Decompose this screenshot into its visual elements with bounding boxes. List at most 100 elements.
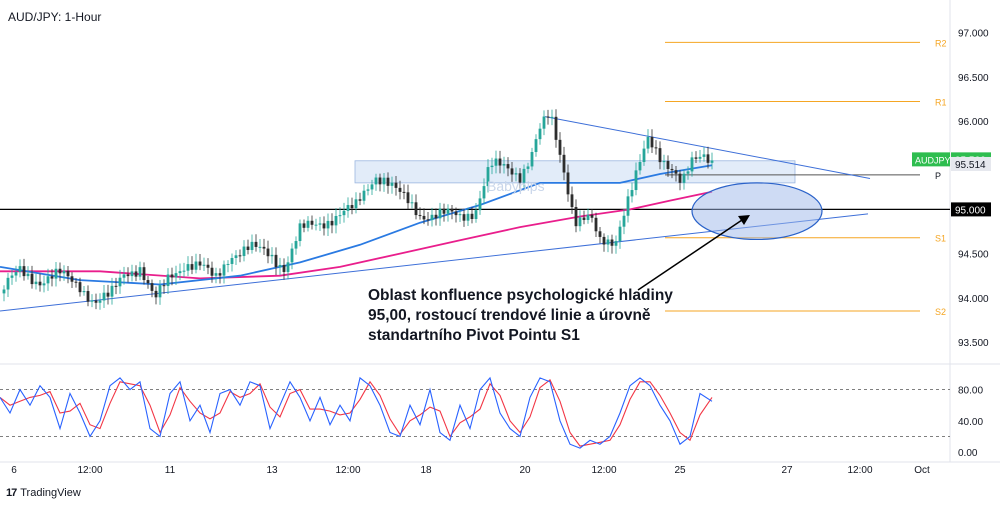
- candle-body: [658, 148, 662, 163]
- candle-body: [470, 213, 474, 220]
- candle-body: [442, 208, 446, 214]
- candle-body: [14, 271, 18, 276]
- candle-body: [478, 198, 482, 211]
- candle-body: [130, 271, 134, 277]
- candle-body: [222, 264, 226, 276]
- candle-body: [322, 223, 326, 229]
- time-tick-label: Oct: [914, 465, 930, 476]
- sma-value-badge-bg: [951, 156, 991, 171]
- candle-body: [650, 136, 654, 148]
- candle-body: [522, 168, 526, 183]
- candle-body: [702, 154, 706, 157]
- candle-body: [558, 139, 562, 155]
- candle-body: [394, 182, 398, 188]
- annotation-text: Oblast konfluence psychologické hladiny …: [368, 287, 673, 344]
- candle-body: [618, 226, 622, 242]
- level-95-badge-bg: [951, 202, 991, 217]
- candle-body: [42, 283, 46, 286]
- candle-body: [546, 116, 550, 118]
- candle-body: [510, 168, 514, 175]
- time-tick-label: 27: [781, 465, 793, 476]
- candle-body: [490, 165, 494, 168]
- candle-body: [518, 173, 522, 183]
- candle-body: [74, 281, 78, 283]
- candle-body: [678, 173, 682, 183]
- candle-body: [194, 261, 198, 270]
- candle-body: [486, 167, 490, 187]
- candle-body: [246, 246, 250, 251]
- candle-body: [90, 300, 94, 302]
- candle-body: [354, 199, 358, 209]
- candle-body: [562, 154, 566, 173]
- candle-body: [370, 184, 374, 190]
- candle-body: [554, 116, 558, 140]
- candle-body: [434, 214, 438, 219]
- candle-body: [70, 276, 74, 282]
- candle-body: [590, 214, 594, 218]
- candle-body: [458, 214, 462, 216]
- candle-body: [538, 128, 542, 140]
- candle-body: [242, 246, 246, 257]
- watermark: Babypips: [487, 178, 545, 194]
- candle-body: [34, 281, 38, 285]
- candle-body: [462, 214, 466, 221]
- candle-body: [66, 270, 70, 277]
- price-tick-label: 94.000: [958, 294, 989, 305]
- candle-body: [278, 264, 282, 268]
- candle-body: [446, 208, 450, 214]
- candle-body: [582, 217, 586, 220]
- candle-body: [274, 254, 278, 268]
- candle-body: [614, 241, 618, 246]
- candles: [2, 109, 714, 310]
- time-tick-label: 18: [420, 465, 432, 476]
- candle-body: [330, 220, 334, 226]
- candle-body: [662, 160, 666, 163]
- chart-symbol-title: AUD/JPY: 1-Hour: [8, 10, 102, 24]
- candle-body: [606, 239, 610, 245]
- candle-body: [666, 160, 670, 169]
- price-tick-label: 96.500: [958, 73, 989, 84]
- candle-body: [110, 285, 114, 297]
- pivot-label-R2: R2: [935, 38, 947, 48]
- candle-body: [250, 241, 254, 251]
- candle-body: [158, 285, 162, 298]
- pivot-label-S2: S2: [935, 307, 946, 317]
- candle-body: [502, 164, 506, 166]
- candle-body: [226, 263, 230, 265]
- candle-body: [170, 274, 174, 278]
- candle-body: [338, 215, 342, 217]
- candle-body: [602, 236, 606, 245]
- candle-body: [238, 255, 242, 257]
- candle-body: [54, 268, 58, 279]
- price-tick-label: 97.000: [958, 29, 989, 40]
- candle-body: [186, 264, 190, 271]
- candle-body: [182, 270, 186, 272]
- candle-body: [26, 273, 30, 277]
- candle-body: [374, 177, 378, 185]
- annotation-arrow-line: [637, 217, 746, 291]
- candle-body: [146, 280, 150, 284]
- candle-body: [466, 213, 470, 221]
- candle-body: [206, 264, 210, 268]
- sma-value-badge: 95.514: [955, 160, 986, 171]
- time-tick-label: 6: [11, 465, 17, 476]
- candle-body: [314, 224, 318, 226]
- annotation-arrowhead: [738, 215, 750, 225]
- candle-body: [422, 215, 426, 220]
- candle-body: [494, 158, 498, 166]
- candle-body: [266, 248, 270, 257]
- stoch-tick-label: 0.00: [958, 448, 978, 459]
- candle-body: [114, 285, 118, 287]
- candle-body: [498, 158, 502, 166]
- candle-body: [474, 210, 478, 220]
- candle-body: [174, 273, 178, 278]
- stoch-d-line: [0, 379, 713, 447]
- tradingview-brand[interactable]: 17 TradingView: [6, 487, 81, 499]
- candle-body: [410, 202, 414, 204]
- time-tick-label: 12:00: [591, 465, 616, 476]
- candle-body: [414, 202, 418, 216]
- candle-body: [426, 219, 430, 221]
- candle-body: [526, 166, 530, 169]
- candle-body: [610, 239, 614, 246]
- candle-body: [294, 241, 298, 249]
